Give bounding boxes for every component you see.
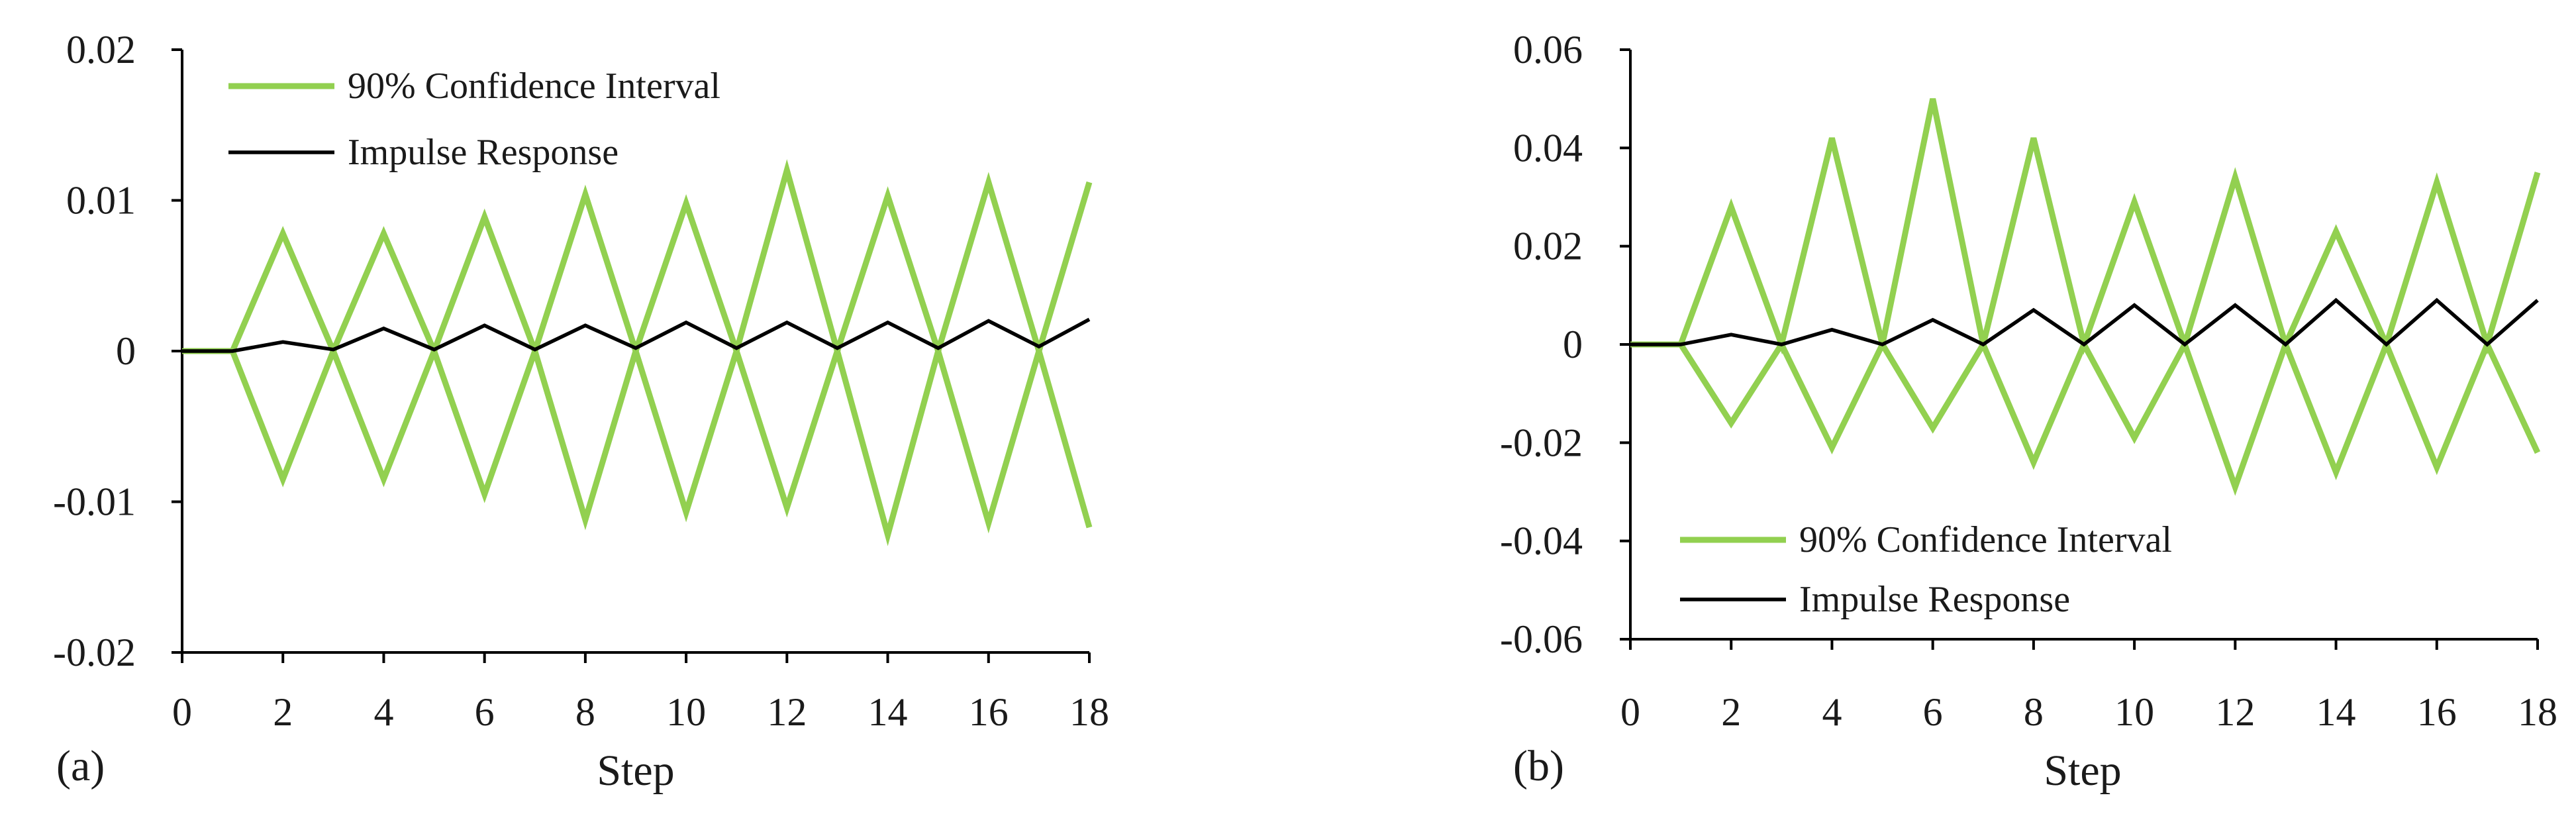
x-tick-label: 18 xyxy=(2518,690,2557,734)
y-tick-label: -0.04 xyxy=(1500,519,1583,563)
x-tick-label: 12 xyxy=(767,690,807,734)
legend-label: 90% Confidence Interval xyxy=(1799,519,2172,560)
y-tick-label: 0.02 xyxy=(1513,225,1583,268)
confidence-bound-line-lower xyxy=(182,340,1093,546)
impulse-response-line xyxy=(1630,297,2539,347)
x-tick-label: 6 xyxy=(475,690,495,734)
y-tick-label: 0.01 xyxy=(66,179,136,223)
x-tick-label: 8 xyxy=(2024,690,2044,734)
legend: 90% Confidence Interval Impulse Response xyxy=(1680,519,2172,620)
legend-label: Impulse Response xyxy=(1799,579,2070,620)
legend-label: Impulse Response xyxy=(348,132,619,173)
x-tick-label: 16 xyxy=(969,690,1009,734)
panel-label: (b) xyxy=(1513,742,1564,790)
y-tick-label: 0.02 xyxy=(66,28,136,72)
y-tick-label: 0 xyxy=(116,329,136,373)
x-tick-label: 8 xyxy=(575,690,595,734)
x-tick-label: 14 xyxy=(868,690,908,734)
x-tick-label: 6 xyxy=(1923,690,1943,734)
confidence-bound-line-lower xyxy=(1630,336,2541,496)
legend: 90% Confidence Interval Impulse Response xyxy=(228,66,720,173)
legend-label: 90% Confidence Interval xyxy=(348,66,720,107)
impulse-response-line xyxy=(182,317,1091,353)
x-axis-title: Step xyxy=(597,747,674,795)
x-tick-label: 10 xyxy=(666,690,706,734)
y-tick-label: -0.02 xyxy=(53,631,136,674)
x-tick-label: 4 xyxy=(1822,690,1842,734)
panel-label: (a) xyxy=(56,742,105,790)
x-axis-title: Step xyxy=(2044,747,2121,795)
x-tick-label: 4 xyxy=(373,690,393,734)
x-tick-label: 2 xyxy=(273,690,293,734)
y-tick-label: 0 xyxy=(1563,323,1583,366)
x-tick-label: 12 xyxy=(2215,690,2255,734)
x-tick-label: 0 xyxy=(1620,690,1640,734)
x-tick-label: 14 xyxy=(2316,690,2356,734)
x-tick-label: 2 xyxy=(1721,690,1741,734)
y-tick-label: 0.04 xyxy=(1513,126,1583,170)
x-tick-label: 0 xyxy=(172,690,192,734)
x-tick-label: 10 xyxy=(2114,690,2154,734)
confidence-bound-line-upper xyxy=(182,159,1093,362)
y-tick-label: -0.01 xyxy=(53,480,136,524)
x-tick-label: 16 xyxy=(2417,690,2457,734)
chart-panel-a: 0.02 0.01 0 -0.01 -0.02 0 2 4 6 8 10 12 14 16 18 Step (a… xyxy=(53,28,1109,795)
x-tick-label: 18 xyxy=(1069,690,1109,734)
y-tick-label: 0.06 xyxy=(1513,28,1583,72)
chart-panel-b: 0.06 0.04 0.02 0 -0.02 -0.04 -0.06 0 2 4 6 8 10 12 14 1… xyxy=(1500,28,2557,795)
y-tick-label: -0.06 xyxy=(1500,617,1583,661)
y-tick-label: -0.02 xyxy=(1500,421,1583,464)
confidence-bound-line-upper xyxy=(1630,98,2541,355)
